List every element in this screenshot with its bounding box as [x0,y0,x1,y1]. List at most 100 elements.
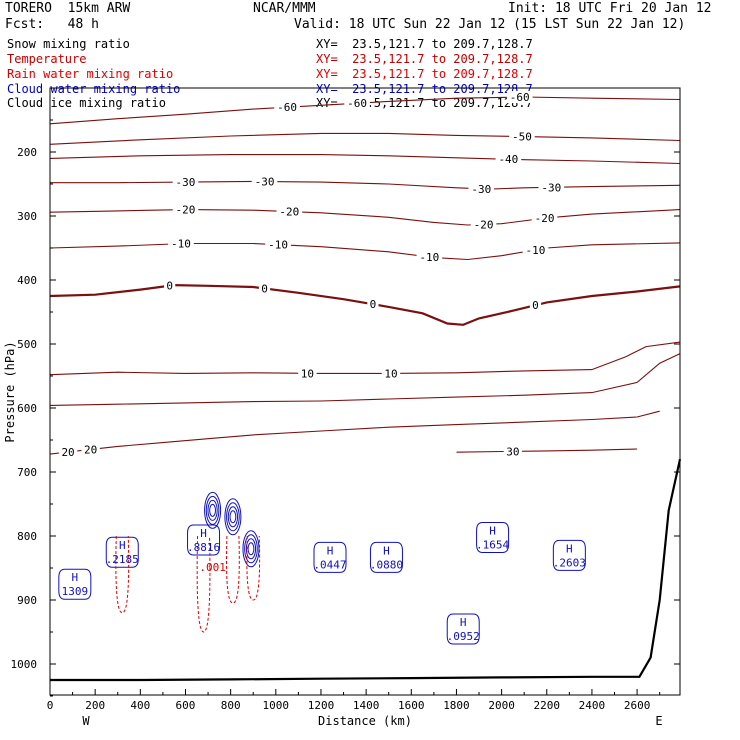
x-tick-label: 1400 [353,699,380,712]
isotherm-label: -40 [498,153,518,166]
cloud-water-contour [369,541,403,573]
legend-cloudwater-xy: XY= 23.5,121.7 to 209.7,128.7 [316,82,533,96]
legend-rain-name: Rain water mixing ratio [7,67,174,81]
isotherm-label: 10 [301,367,314,380]
convective-cloud-contour [247,542,255,556]
legend-snow-xy: XY= 23.5,121.7 to 209.7,128.7 [316,37,533,51]
convective-cloud-contour [227,506,239,528]
y-axis-title: Pressure (hPa) [3,341,17,442]
isotherm--10-5 [49,242,681,261]
convective-cloud-contour [204,491,222,529]
isotherm-20-9 [49,410,660,455]
cloud-water-contour [313,541,347,573]
east-endpoint-label: E [655,714,662,728]
isotherm-label: -10 [419,251,439,264]
isotherm-label: -10 [171,238,191,251]
convective-cloud-contour [224,498,242,536]
cloud-max-marker: H [119,539,126,552]
legend-snow-name: Snow mixing ratio [7,37,130,51]
cloud-max-value: .0447 [313,558,346,571]
convective-cloud-contour [242,530,260,568]
x-tick-label: 2000 [488,699,515,712]
isotherm-label-bg [506,91,533,104]
legend-rain-xy: XY= 23.5,121.7 to 209.7,128.7 [316,67,533,81]
convective-cloud-contour [244,534,258,564]
cloud-water-contour [446,613,480,645]
cloud-max-value: .2603 [553,556,586,569]
x-tick-label: 1200 [308,699,335,712]
contour-labels: -60 -60 -60 -50 -40 -30 -30 -30 -30 -20 -20 -20 -20 -… [58,91,586,643]
cloud-max-value: .2185 [106,553,139,566]
cloud-max-marker: H [566,542,573,555]
isotherm-label-bg [509,130,535,143]
x-tick-label: 2200 [534,699,561,712]
isotherm-label: 0 [261,282,268,295]
rain-contour [115,535,130,614]
center-name: NCAR/MMM [253,1,316,16]
isotherm-label: 0 [370,298,377,311]
isotherm-label-bg [503,445,523,458]
cloud-max-marker: H [200,527,207,540]
cloud-max-marker: H [383,544,390,557]
cloud-max-value: .0880 [370,558,403,571]
y-tick-label: 1000 [11,658,38,671]
convective-cloud-contour [245,538,257,560]
cloud-water-contour [187,524,221,556]
isotherm-label: -50 [512,131,532,144]
isotherm-label: -60 [510,91,530,104]
y-tick-label: 200 [17,146,37,159]
isotherm-label: -10 [268,239,288,252]
isotherm-label-bg [172,176,199,189]
y-tick-label: 700 [17,466,37,479]
cloud-max-value: .1654 [476,538,509,551]
x-tick-label: 800 [221,699,241,712]
isotherm-label-bg [168,237,194,250]
isotherm-label-bg [172,203,199,216]
cloud-max-marker: H [327,544,334,557]
x-tick-label: 600 [176,699,196,712]
cloud-max-marker: H [72,571,79,584]
convective-cloud-contour [207,499,218,521]
isotherm-label: -60 [347,97,367,110]
isotherm-label-bg [522,243,549,256]
isotherm-label: 0 [166,280,173,293]
cloud-max-value: .0952 [447,630,480,643]
isotherm-label: -20 [535,212,555,225]
isotherm-label: -20 [176,204,196,217]
isotherm-label-bg [367,298,379,311]
y-tick-label: 400 [17,274,37,287]
x-tick-label: 2600 [624,699,651,712]
x-tick-label: 2400 [579,699,606,712]
isotherm-0-6 [49,283,681,326]
isotherm-label: -20 [474,218,494,231]
isotherm--30-3 [50,180,681,190]
y-tick-label: 300 [17,210,37,223]
plot-frame [49,87,681,696]
isotherm-label-bg [274,101,300,114]
x-tick-label: 0 [47,699,54,712]
isotherm-label-bg [251,175,278,188]
cloud-water-contour [476,521,510,553]
forecast-hour: Fcst: 48 h [5,17,99,32]
isotherm-label: 20 [84,443,97,456]
cloud-max-marker: H [489,524,496,537]
convective-cloud-contour [209,503,216,517]
isotherm-label: -20 [279,206,299,219]
isotherm-label: 20 [61,446,74,459]
x-tick-label: 400 [130,699,150,712]
convective-cloud-contour [205,495,220,525]
cloud-water-contours [58,491,586,645]
cloud-max-marker: H [460,616,467,629]
isotherm--20-4 [49,209,681,226]
terrain-profile [50,458,682,682]
isotherm-10-8 [49,353,681,406]
terrain-line [50,458,682,682]
isotherm-label-bg [164,279,176,292]
y-tick-label: 600 [17,402,37,415]
legend-temperature-xy: XY= 23.5,121.7 to 209.7,128.7 [316,52,533,66]
x-tick-label: 1800 [443,699,470,712]
isotherm-label: -30 [541,181,561,194]
axes: 0 200 400 600 800 1000 1200 1400 1600 1800 2000 220… [11,119,680,712]
temperature-contours [49,96,681,455]
